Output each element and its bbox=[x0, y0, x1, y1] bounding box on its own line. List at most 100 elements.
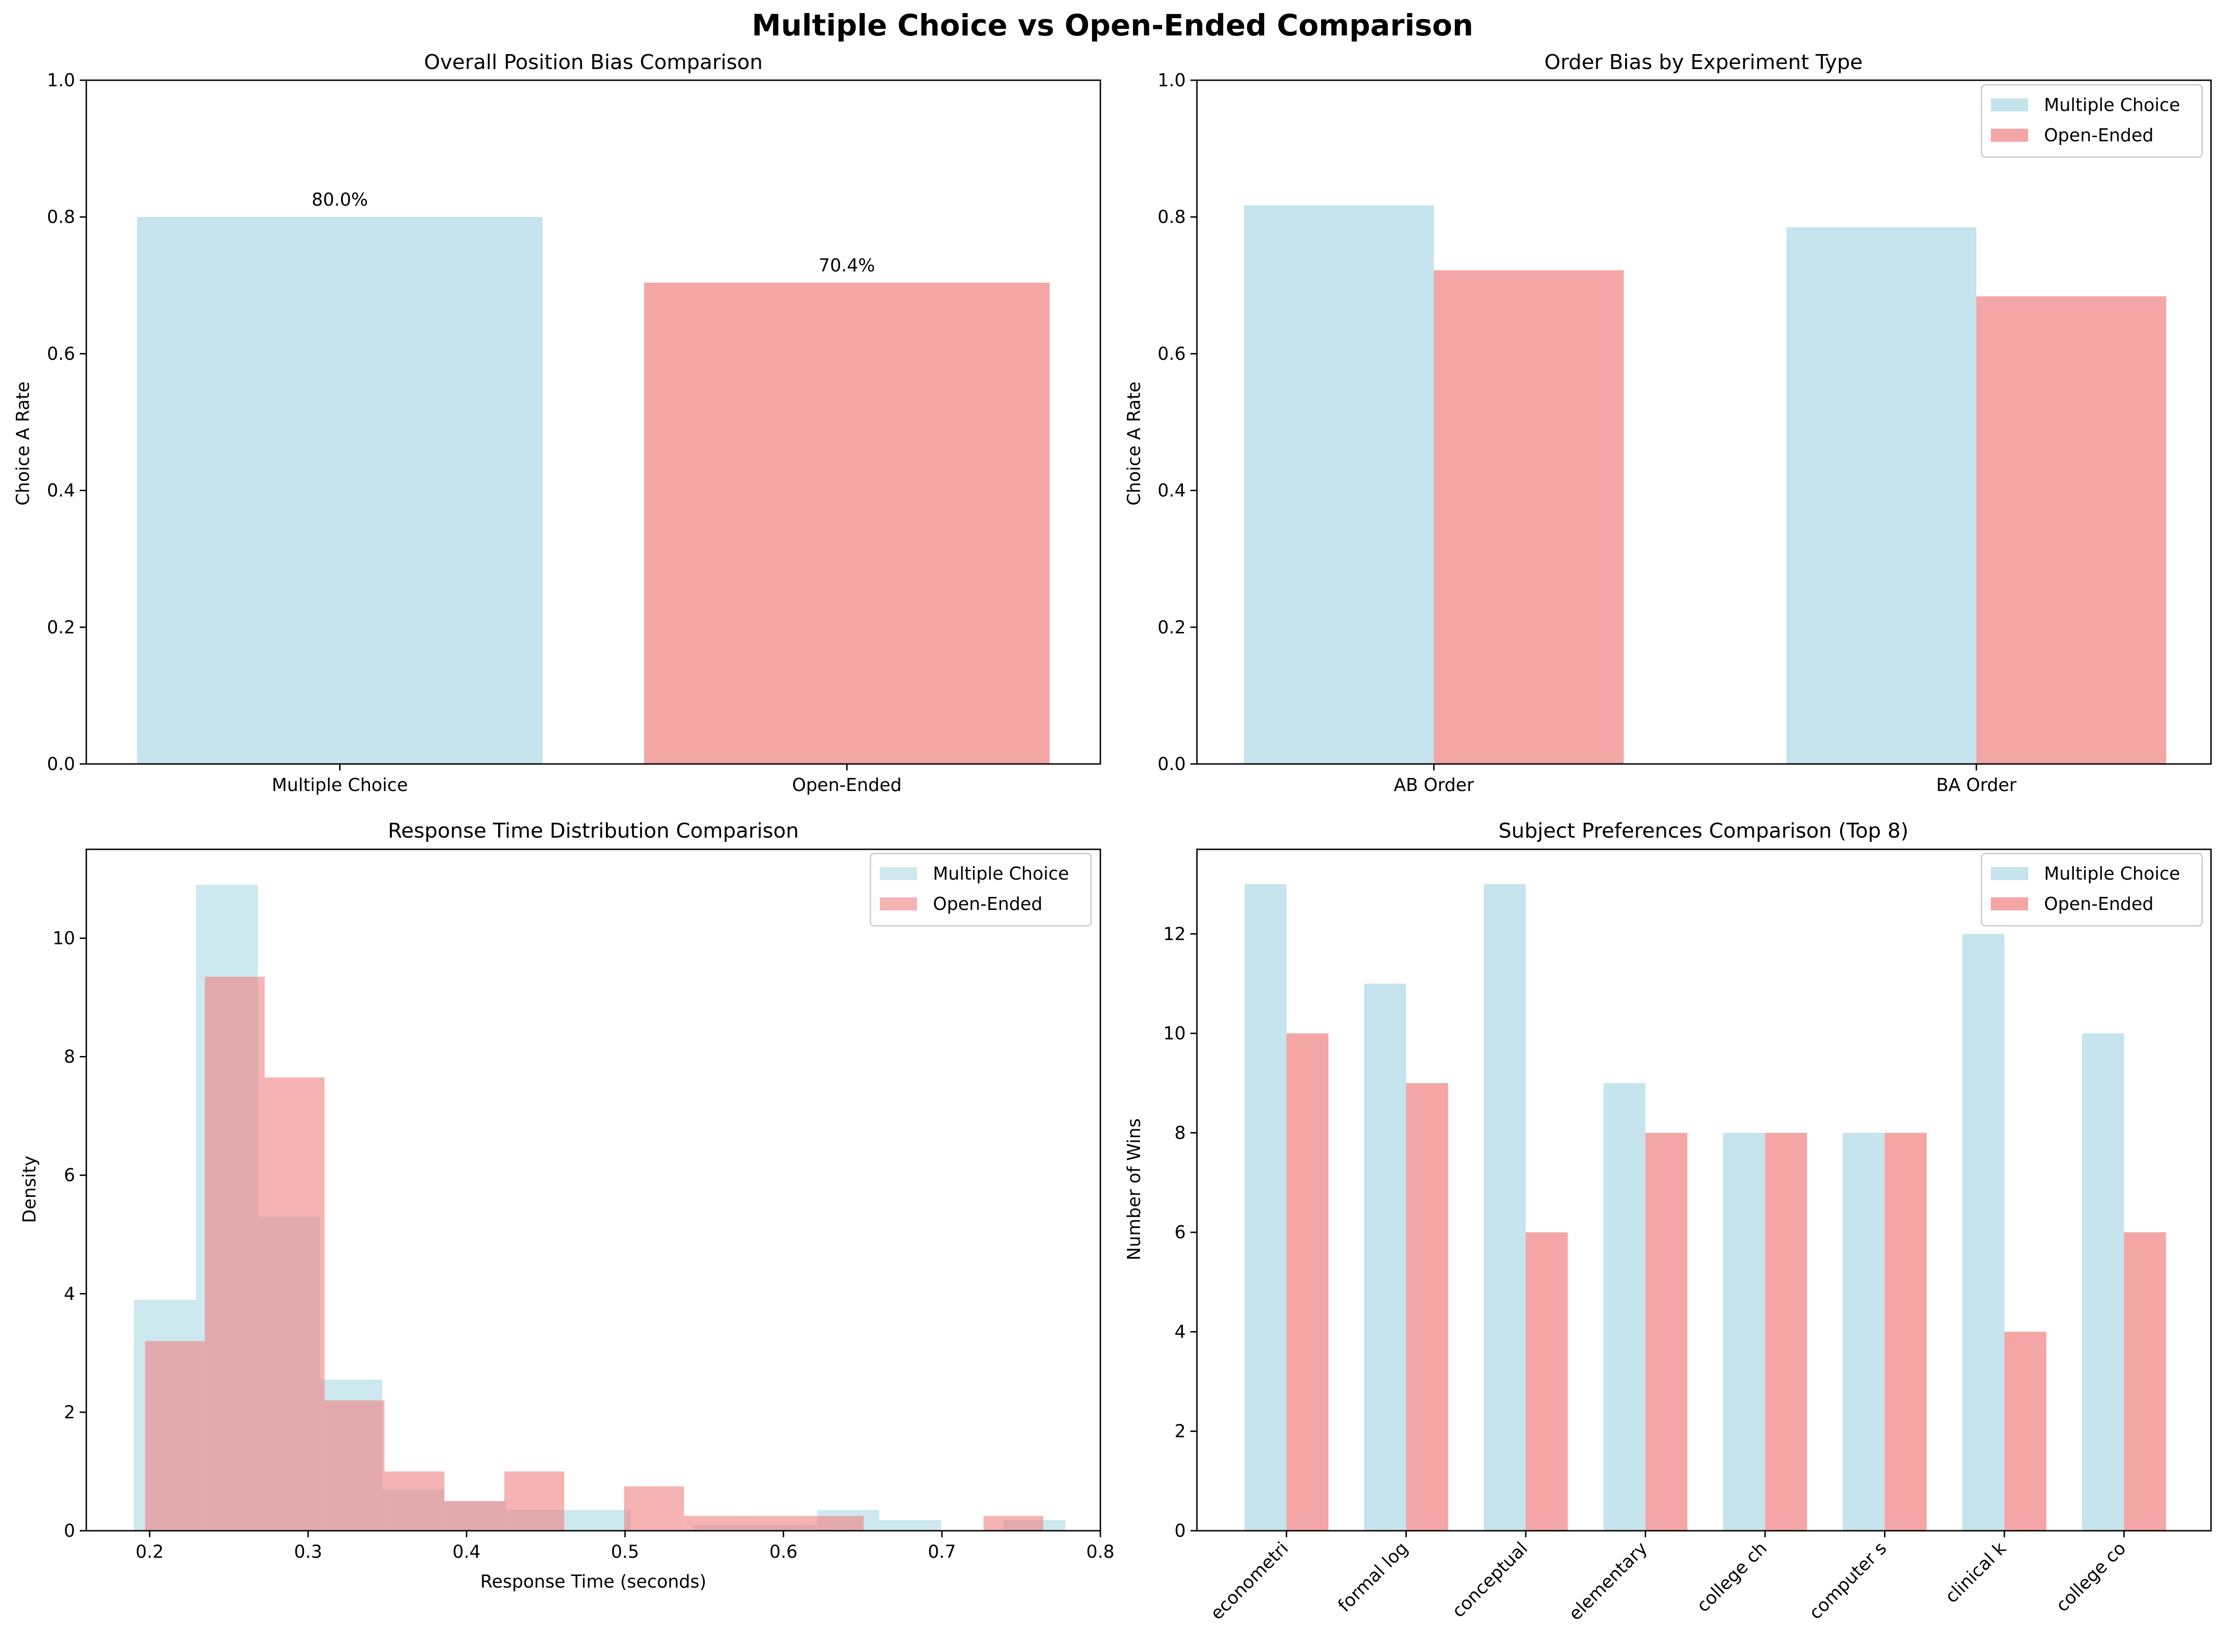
y-tick-label: 0.2 bbox=[1158, 617, 1186, 638]
legend: Multiple Choice Open-Ended bbox=[1981, 84, 2203, 158]
legend-swatch-multiple-choice bbox=[1991, 867, 2028, 880]
legend-frame bbox=[1981, 84, 2203, 158]
bar-multiple-choice bbox=[1484, 884, 1526, 1531]
panel-title: Subject Preferences Comparison (Top 8) bbox=[1498, 819, 1908, 843]
legend-frame bbox=[869, 853, 1092, 927]
y-axis-label: Choice A Rate bbox=[1124, 382, 1144, 506]
bar-multiple-choice bbox=[1962, 934, 2004, 1531]
y-axis-label: Choice A Rate bbox=[13, 382, 33, 506]
bar-open-ended bbox=[2124, 1232, 2166, 1531]
y-tick-label: 8 bbox=[1175, 1123, 1186, 1143]
y-tick-label: 0.0 bbox=[47, 754, 75, 774]
panel-title: Overall Position Bias Comparison bbox=[424, 50, 763, 74]
legend-label-open-ended: Open-Ended bbox=[933, 894, 1043, 914]
y-tick-label: 0 bbox=[64, 1520, 75, 1541]
y-tick-label: 4 bbox=[64, 1284, 75, 1304]
x-tick-label: 0.3 bbox=[294, 1541, 322, 1562]
plot-area: 0.0 0.2 0.4 0.6 0.8 1.0 80.0% Multiple Choice 70… bbox=[47, 70, 1101, 795]
y-tick-label: 0.8 bbox=[47, 207, 75, 227]
bar-multiple-choice bbox=[1843, 1132, 1885, 1531]
hist-bin-open-ended bbox=[145, 1341, 205, 1531]
hist-bin-open-ended bbox=[624, 1486, 684, 1531]
legend-swatch-open-ended bbox=[1991, 129, 2028, 142]
legend-swatch-multiple-choice bbox=[1991, 98, 2028, 111]
x-tick-label: Multiple Choice bbox=[272, 775, 408, 795]
plot-area: 0 2 4 6 8 10 0.2 0.3 0.4 0.5 0.6 0.7 0.8 bbox=[53, 848, 1114, 1562]
legend-label-open-ended: Open-Ended bbox=[2044, 125, 2154, 146]
bar-multiple-choice bbox=[1723, 1132, 1765, 1531]
y-tick-label: 1.0 bbox=[47, 70, 75, 90]
axes-frame bbox=[1196, 79, 2212, 765]
x-tick-label: 0.4 bbox=[452, 1541, 480, 1562]
x-tick-label: BA Order bbox=[1936, 775, 2017, 795]
hist-bin-open-ended bbox=[804, 1516, 864, 1531]
axes-frame bbox=[85, 79, 1101, 765]
data-label: 80.0% bbox=[312, 189, 368, 210]
bar-multiple-choice bbox=[1245, 884, 1286, 1531]
data-label: 70.4% bbox=[819, 255, 875, 276]
panel-order-bias: Order Bias by Experiment Type Choice A R… bbox=[1124, 50, 2212, 795]
legend-label-multiple-choice: Multiple Choice bbox=[2044, 95, 2180, 115]
y-tick-label: 0 bbox=[1175, 1520, 1186, 1541]
x-tick-label: 0.8 bbox=[1086, 1541, 1114, 1562]
bar-open-ended bbox=[1286, 1033, 1328, 1531]
hist-bin-open-ended bbox=[444, 1501, 505, 1531]
legend-swatch-multiple-choice bbox=[880, 867, 917, 880]
figure-title: Multiple Choice vs Open-Ended Comparison bbox=[752, 8, 1474, 42]
bar-multiple-choice bbox=[1364, 983, 1406, 1531]
legend-label-multiple-choice: Multiple Choice bbox=[2044, 863, 2180, 884]
hist-bin-open-ended bbox=[205, 977, 265, 1531]
panel-title: Response Time Distribution Comparison bbox=[388, 819, 799, 843]
x-tick-label: AB Order bbox=[1394, 775, 1474, 795]
plot-area: 0.0 0.2 0.4 0.6 0.8 1.0 AB Order BA Order bbox=[1158, 70, 2212, 795]
x-axis-label: Response Time (seconds) bbox=[480, 1571, 707, 1592]
y-tick-label: 12 bbox=[1163, 923, 1186, 944]
panel-overall-position-bias: Overall Position Bias Comparison Choice … bbox=[13, 50, 1101, 795]
legend-label-multiple-choice: Multiple Choice bbox=[933, 863, 1069, 884]
y-tick-label: 2 bbox=[1175, 1421, 1186, 1442]
hist-bin-multiple-choice bbox=[879, 1520, 941, 1531]
bar-multiple-choice bbox=[1603, 1083, 1646, 1531]
hist-bin-open-ended bbox=[324, 1400, 385, 1531]
axes-frame bbox=[1196, 848, 2212, 1532]
legend-swatch-open-ended bbox=[880, 897, 917, 910]
y-tick-label: 1.0 bbox=[1158, 70, 1186, 90]
bar-open-ended bbox=[1406, 1083, 1448, 1531]
y-tick-label: 0.6 bbox=[47, 343, 75, 364]
bar-open-ended bbox=[1434, 270, 1624, 764]
legend-label-open-ended: Open-Ended bbox=[2044, 894, 2154, 914]
y-axis-label: Density bbox=[19, 1156, 40, 1223]
bar-multiple-choice bbox=[137, 217, 543, 764]
y-axis-label: Number of Wins bbox=[1124, 1118, 1144, 1261]
y-tick-label: 10 bbox=[1163, 1023, 1186, 1044]
x-tick-label: 0.7 bbox=[928, 1541, 956, 1562]
bar-open-ended bbox=[1976, 296, 2166, 764]
legend: Multiple Choice Open-Ended bbox=[869, 853, 1092, 927]
hist-bin-open-ended bbox=[264, 1077, 325, 1531]
y-tick-label: 10 bbox=[53, 928, 75, 949]
bar-open-ended bbox=[1526, 1232, 1568, 1531]
hist-bin-open-ended bbox=[384, 1471, 445, 1531]
legend: Multiple Choice Open-Ended bbox=[1981, 853, 2203, 927]
y-tick-label: 4 bbox=[1175, 1321, 1186, 1342]
axes-frame bbox=[85, 848, 1101, 1532]
y-tick-label: 0.8 bbox=[1158, 207, 1186, 227]
x-tick-label: 0.5 bbox=[611, 1541, 639, 1562]
x-tick-label: 0.6 bbox=[769, 1541, 797, 1562]
y-tick-label: 6 bbox=[64, 1165, 75, 1186]
bar-open-ended bbox=[1884, 1132, 1927, 1531]
legend-frame bbox=[1981, 853, 2203, 927]
legend-swatch-open-ended bbox=[1991, 897, 2028, 910]
hist-bin-open-ended bbox=[684, 1516, 744, 1531]
hist-bin-open-ended bbox=[744, 1516, 804, 1531]
x-tick-label: Open-Ended bbox=[792, 775, 902, 795]
y-tick-label: 0.6 bbox=[1158, 343, 1186, 364]
hist-bin-open-ended bbox=[504, 1471, 564, 1531]
bar-open-ended bbox=[1645, 1132, 1688, 1531]
bar-open-ended bbox=[644, 282, 1050, 764]
y-tick-label: 2 bbox=[64, 1402, 75, 1423]
bar-open-ended bbox=[1765, 1132, 1807, 1531]
panel-response-time-distribution: Response Time Distribution Comparison De… bbox=[19, 819, 1114, 1592]
y-tick-label: 8 bbox=[64, 1047, 75, 1067]
